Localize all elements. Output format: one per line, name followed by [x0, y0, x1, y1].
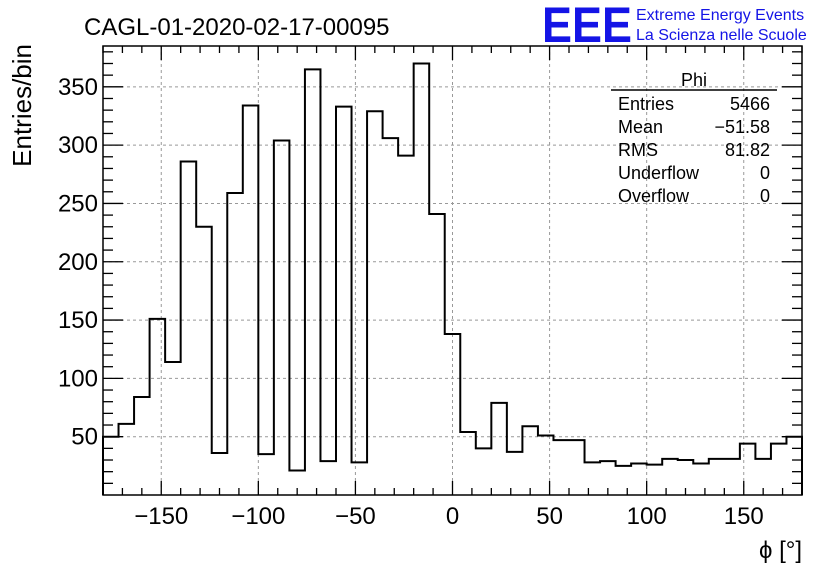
x-tick-label: 50 [536, 503, 563, 530]
y-tick-labels: 50 100 150 200 250 300 350 [58, 74, 98, 451]
stats-row-value: 5466 [730, 94, 770, 114]
histogram-bin [398, 156, 414, 495]
histogram-bin [352, 462, 368, 495]
y-tick-label: 300 [58, 132, 98, 159]
stats-box: Phi Entries 5466 Mean −51.58 RMS 81.82 Underfl… [611, 70, 777, 206]
histogram-bin [771, 444, 787, 495]
y-tick-label: 50 [71, 424, 98, 451]
y-tick-label: 350 [58, 74, 98, 101]
x-tick-label: −150 [134, 503, 188, 530]
y-tick-label: 200 [58, 249, 98, 276]
histogram-bin [491, 403, 507, 495]
x-tick-labels: −150 −100 −50 0 50 100 150 [134, 503, 764, 530]
histogram-bin [181, 161, 197, 495]
histogram-bin [196, 227, 212, 495]
x-tick-label: −50 [335, 503, 376, 530]
histogram-bin [693, 464, 709, 495]
stats-row-value: −51.58 [714, 117, 770, 137]
x-tick-label: 150 [724, 503, 764, 530]
eee-logo-line2: La Scienza nelle Scuole [636, 27, 807, 44]
histogram-bin [165, 362, 181, 495]
histogram-bin [553, 440, 569, 495]
stats-box-title: Phi [681, 70, 707, 90]
stats-row-label: Underflow [618, 163, 700, 183]
histogram-bin [134, 397, 150, 495]
histogram-bin [460, 432, 476, 495]
histogram-bin [631, 464, 647, 495]
stats-row-label: Entries [618, 94, 674, 114]
axis-ticks [102, 46, 803, 495]
histogram-bin [150, 319, 166, 495]
histogram-bin [476, 448, 492, 495]
stats-row-label: Mean [618, 117, 663, 137]
histogram-bin [724, 459, 740, 495]
stats-row-value: 0 [760, 163, 770, 183]
eee-logo: EEE Extreme Energy Events La Scienza nel… [542, 0, 807, 53]
stats-row-label: Overflow [618, 186, 690, 206]
histogram-bin [320, 461, 336, 495]
histogram-bin [103, 437, 119, 495]
histogram-bin [227, 193, 243, 495]
y-tick-label: 250 [58, 190, 98, 217]
x-tick-label: 0 [446, 503, 459, 530]
x-tick-label: 100 [627, 503, 667, 530]
y-tick-label: 150 [58, 307, 98, 334]
stats-row-value: 81.82 [725, 140, 770, 160]
histogram-bin [258, 454, 274, 495]
run-title: CAGL-01-2020-02-17-00095 [84, 14, 390, 41]
histogram-bin [662, 459, 678, 495]
eee-logo-line1: Extreme Energy Events [636, 7, 804, 24]
histogram-bin [616, 466, 632, 495]
histogram-bin [414, 63, 430, 495]
x-axis-title: ϕ [°] [759, 537, 802, 564]
histogram-bin [538, 436, 554, 495]
histogram-bin [367, 111, 383, 495]
y-tick-label: 100 [58, 365, 98, 392]
histogram-bin [429, 214, 445, 495]
histogram-bin [786, 437, 802, 495]
histogram-bin [119, 424, 135, 495]
stats-row-label: RMS [618, 140, 658, 160]
grid [103, 46, 802, 495]
eee-logo-mark: EEE [542, 0, 632, 53]
histogram-bin [585, 462, 601, 495]
histogram-bin [507, 452, 523, 495]
histogram-bin [383, 138, 399, 495]
histogram-bin [740, 444, 756, 495]
histogram-bin [243, 105, 259, 495]
histogram-bin [569, 440, 585, 495]
histogram-bin [305, 69, 321, 495]
stats-row-value: 0 [760, 186, 770, 206]
histogram-outline [102, 62, 803, 495]
histogram-bin [647, 465, 663, 495]
x-tick-label: −100 [231, 503, 285, 530]
y-axis-title: Entries/bin [7, 44, 37, 167]
histogram-bin [709, 459, 725, 495]
histogram-bin [274, 140, 290, 495]
